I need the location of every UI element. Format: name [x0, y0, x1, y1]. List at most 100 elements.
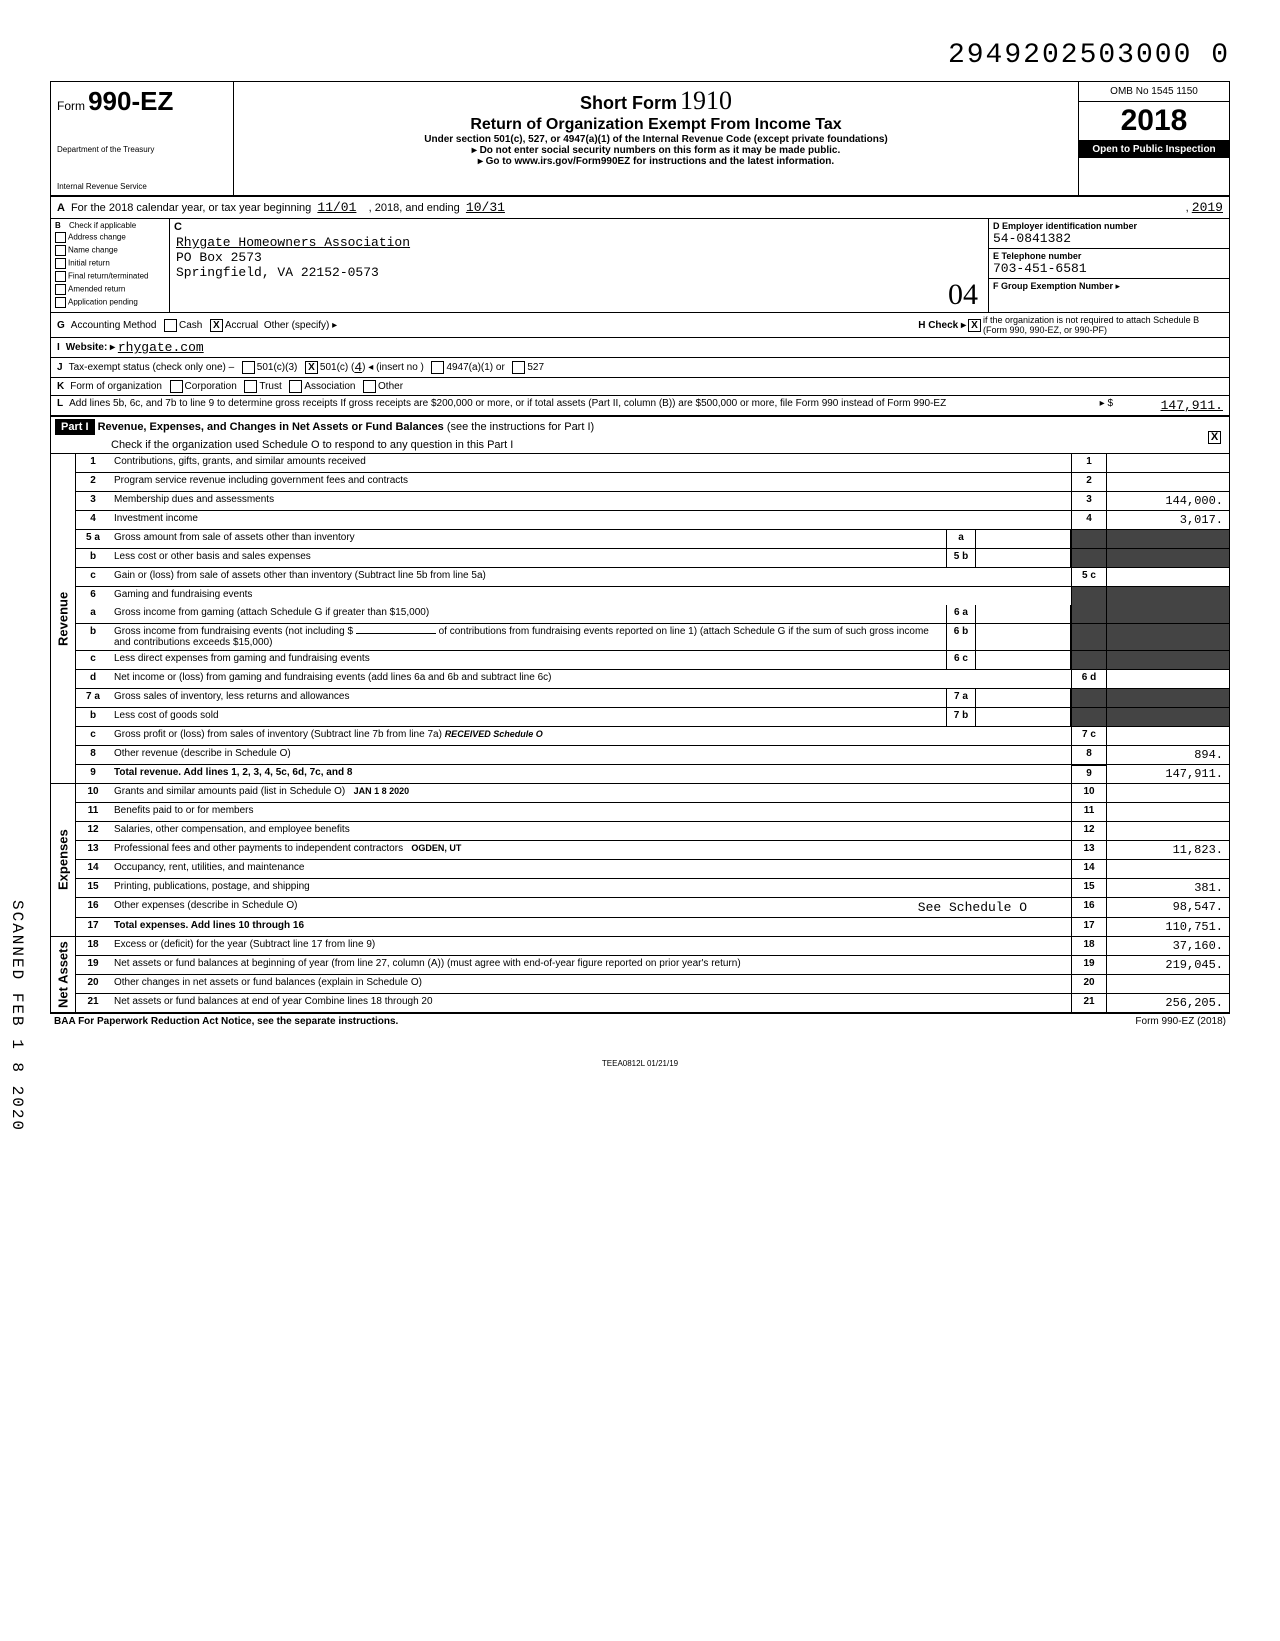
- ein-label: D Employer identification number: [993, 221, 1225, 231]
- l18-rn: 18: [1071, 937, 1106, 955]
- opt-0: Corporation: [185, 381, 237, 392]
- l13-val: 11,823.: [1106, 841, 1229, 859]
- checkbox-cash[interactable]: [164, 319, 177, 332]
- cash-label: Cash: [179, 320, 202, 331]
- checkbox-accrual[interactable]: X: [210, 319, 223, 332]
- part-1-header: Part I Revenue, Expenses, and Changes in…: [50, 417, 1230, 454]
- l9-num: 9: [76, 765, 110, 783]
- l11-desc: Benefits paid to or for members: [110, 803, 1071, 821]
- l2-num: 2: [76, 473, 110, 491]
- l6b-lab: 6 b: [946, 624, 975, 650]
- group-exemption-arrow: ▸: [1116, 281, 1121, 291]
- l6a-mid: [975, 605, 1071, 623]
- l6b-val: [1106, 624, 1229, 650]
- 501c-end: ) ◂ (insert no ): [362, 362, 424, 373]
- l4-num: 4: [76, 511, 110, 529]
- tax-exempt-label: Tax-exempt status (check only one) –: [69, 362, 235, 373]
- checkbox-h[interactable]: X: [968, 319, 981, 332]
- l7b-desc: Less cost of goods sold: [110, 708, 946, 726]
- org-name: Rhygate Homeowners Association: [176, 235, 982, 250]
- part-1-checkline: Check if the organization used Schedule …: [51, 437, 1229, 453]
- checkbox-other[interactable]: [363, 380, 376, 393]
- checkbox-application-pending[interactable]: [55, 297, 66, 308]
- part-1-label: Part I: [55, 419, 95, 435]
- l5a-num: 5 a: [76, 530, 110, 548]
- form-header: Form 990-EZ Department of the Treasury I…: [50, 81, 1230, 197]
- l7c-num: c: [76, 727, 110, 745]
- l6d-desc: Net income or (loss) from gaming and fun…: [110, 670, 1071, 688]
- l7b-num: b: [76, 708, 110, 726]
- letter-h: H Check ▸: [918, 320, 966, 331]
- l13-rn: 13: [1071, 841, 1106, 859]
- short-form-title: Short Form: [580, 93, 677, 113]
- return-title: Return of Organization Exempt From Incom…: [240, 116, 1072, 134]
- l3-rn: 3: [1071, 492, 1106, 510]
- row-l-text: Add lines 5b, 6c, and 7b to line 9 to de…: [69, 398, 1100, 413]
- l2-rn: 2: [1071, 473, 1106, 491]
- acct-method-label: Accounting Method: [71, 320, 157, 331]
- begin-date: 11/01: [317, 200, 356, 215]
- l4-desc: Investment income: [110, 511, 1071, 529]
- l12-val: [1106, 822, 1229, 840]
- row-a-text2: , 2018, and ending: [369, 202, 460, 214]
- checkbox-address-change[interactable]: [55, 232, 66, 243]
- l6d-num: d: [76, 670, 110, 688]
- group-exemption-label: F Group Exemption Number: [993, 281, 1113, 291]
- l18-desc: Excess or (deficit) for the year (Subtra…: [110, 937, 1071, 955]
- l5b-val: [1106, 549, 1229, 567]
- l7b-rn: [1071, 708, 1106, 726]
- letter-a: A: [57, 202, 65, 214]
- open-public-badge: Open to Public Inspection: [1079, 141, 1229, 158]
- l20-val: [1106, 975, 1229, 993]
- l6b-desc: Gross income from fundraising events (no…: [110, 624, 946, 650]
- l6c-val: [1106, 651, 1229, 669]
- l5c-desc: Gain or (loss) from sale of assets other…: [110, 568, 1071, 586]
- l12-rn: 12: [1071, 822, 1106, 840]
- 501c-num: 4: [354, 360, 362, 375]
- l19-desc: Net assets or fund balances at beginning…: [110, 956, 1071, 974]
- checkbox-amended-return[interactable]: [55, 284, 66, 295]
- row-l: L Add lines 5b, 6c, and 7b to line 9 to …: [50, 396, 1230, 417]
- l11-num: 11: [76, 803, 110, 821]
- l6-num: 6: [76, 587, 110, 605]
- footer-left: BAA For Paperwork Reduction Act Notice, …: [54, 1016, 398, 1027]
- checkbox-trust[interactable]: [244, 380, 257, 393]
- l20-num: 20: [76, 975, 110, 993]
- l15-desc: Printing, publications, postage, and shi…: [110, 879, 1071, 897]
- checkbox-501c[interactable]: X: [305, 361, 318, 374]
- l6b-mid: [975, 624, 1071, 650]
- form-number: 990-EZ: [88, 86, 173, 116]
- footer-right: Form 990-EZ (2018): [1135, 1016, 1226, 1027]
- 501c-label: 501(c) (: [320, 362, 354, 373]
- l5a-desc: Gross amount from sale of assets other t…: [110, 530, 946, 548]
- l7a-num: 7 a: [76, 689, 110, 707]
- cb-label-3: Final return/terminated: [68, 272, 148, 281]
- l16-rn: 16: [1071, 898, 1106, 917]
- l7a-mid: [975, 689, 1071, 707]
- expenses-side-label: Expenses: [51, 784, 76, 936]
- checkbox-501c3[interactable]: [242, 361, 255, 374]
- l1-num: 1: [76, 454, 110, 472]
- opt-3: Other: [378, 381, 403, 392]
- letter-c: C: [174, 221, 182, 233]
- checkbox-final-return[interactable]: [55, 271, 66, 282]
- checkbox-initial-return[interactable]: [55, 258, 66, 269]
- checkbox-association[interactable]: [289, 380, 302, 393]
- col-b-head: Check if applicable: [69, 221, 136, 230]
- checkbox-name-change[interactable]: [55, 245, 66, 256]
- l21-val: 256,205.: [1106, 994, 1229, 1012]
- checkbox-4947a1[interactable]: [431, 361, 444, 374]
- checkbox-527[interactable]: [512, 361, 525, 374]
- l10-desc: Grants and similar amounts paid (list in…: [110, 784, 1071, 802]
- l9-val: 147,911.: [1106, 765, 1229, 783]
- l7b-lab: 7 b: [946, 708, 975, 726]
- l16-desc: Other expenses (describe in Schedule O)S…: [110, 898, 1071, 917]
- l6-val: [1106, 587, 1229, 605]
- l6-rn: [1071, 587, 1106, 605]
- l18-val: 37,160.: [1106, 937, 1229, 955]
- l5a-mid: [975, 530, 1071, 548]
- checkbox-corporation[interactable]: [170, 380, 183, 393]
- l10-rn: 10: [1071, 784, 1106, 802]
- l5b-num: b: [76, 549, 110, 567]
- l3-val: 144,000.: [1106, 492, 1229, 510]
